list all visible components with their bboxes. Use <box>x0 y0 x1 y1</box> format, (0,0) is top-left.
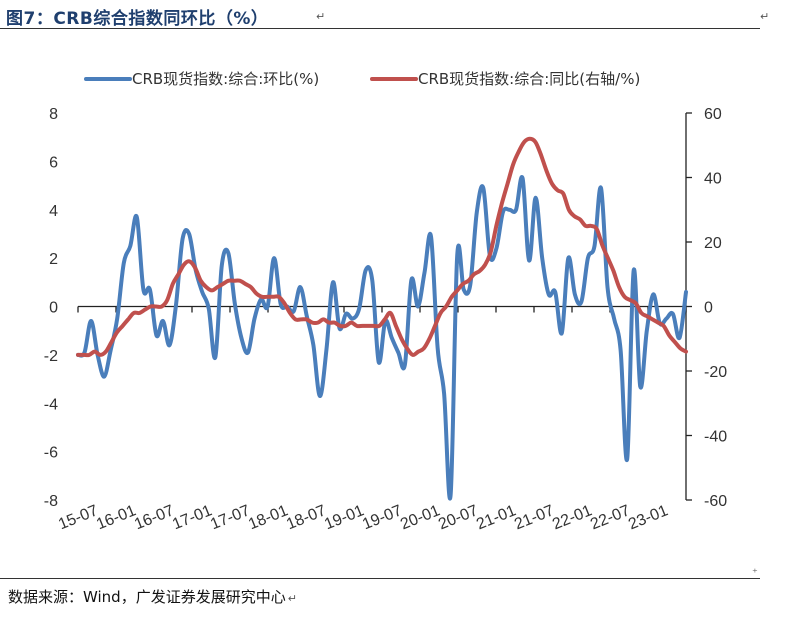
y-right-tick-label: 20 <box>704 235 722 252</box>
paragraph-mark-icon: ↵ <box>287 592 297 605</box>
source-note: 数据来源：Wind，广发证券发展研究中心 ↵ <box>8 586 297 607</box>
y-right-tick-label: 0 <box>704 300 713 317</box>
y-left-tick-label: 8 <box>49 106 58 123</box>
bottom-rule <box>0 578 760 579</box>
series-line-1 <box>76 136 688 358</box>
y-left-tick-label: -4 <box>44 396 58 413</box>
y-left-tick-label: 2 <box>49 251 58 268</box>
paragraph-mark-icon: ⁺ <box>752 566 758 579</box>
paragraph-mark-icon: ↵ <box>316 10 326 23</box>
y-left-tick-label: 6 <box>49 154 58 171</box>
legend-label-series-1: CRB现货指数:综合:同比(右轴/%) <box>418 70 640 88</box>
source-text: 数据来源：Wind，广发证券发展研究中心 <box>8 588 286 606</box>
y-right-tick-label: 40 <box>704 171 722 188</box>
y-right-tick-label: -20 <box>704 364 727 381</box>
y-right-tick-label: 60 <box>704 106 722 123</box>
series-line-0 <box>76 174 688 501</box>
legend: CRB现货指数:综合:环比(%) CRB现货指数:综合:同比(右轴/%) <box>84 70 640 88</box>
top-rule <box>0 28 760 29</box>
figure-title: 图7：CRB综合指数同环比（%） <box>6 9 269 29</box>
paragraph-mark-icon: ↵ <box>760 10 770 23</box>
y-left-tick-label: -2 <box>44 348 58 365</box>
y-right-tick-label: -60 <box>704 493 727 510</box>
series-lines <box>76 136 688 501</box>
y-right-tick-label: -40 <box>704 429 727 446</box>
legend-label-series-0: CRB现货指数:综合:环比(%) <box>132 70 319 88</box>
y-left-tick-label: -8 <box>44 493 58 510</box>
x-tick-label: 23-01 <box>626 502 670 533</box>
y-left-tick-label: -6 <box>44 445 58 462</box>
y-left-tick-label: 0 <box>49 300 58 317</box>
y-left-tick-label: 4 <box>49 203 58 220</box>
